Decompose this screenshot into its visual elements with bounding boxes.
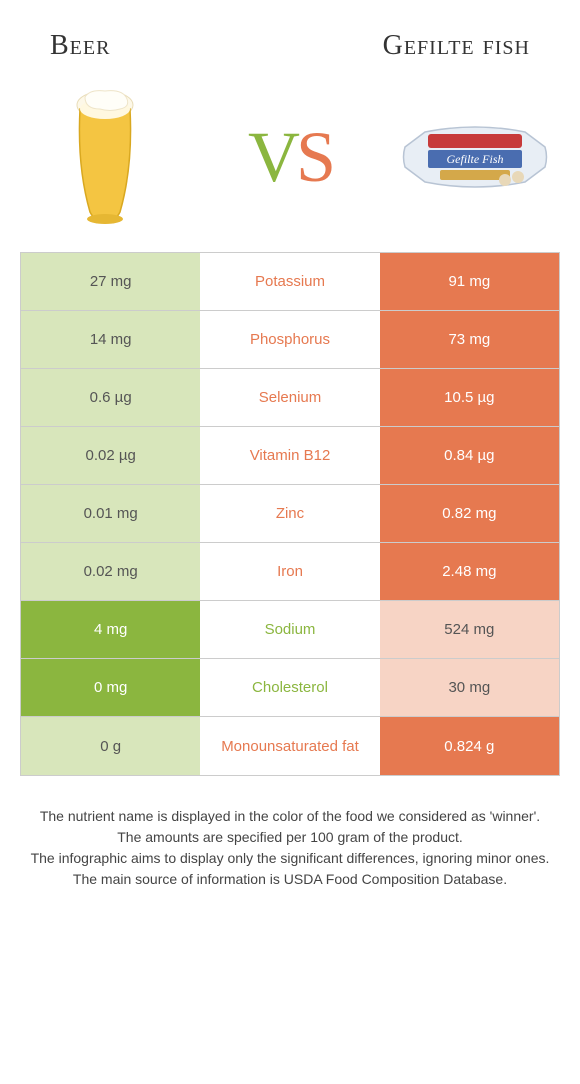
nutrient-name-cell: Selenium bbox=[200, 369, 379, 426]
right-value-cell: 91 mg bbox=[380, 253, 559, 310]
images-row: VS Gefilte Fish bbox=[0, 72, 580, 252]
footer-notes: The nutrient name is displayed in the co… bbox=[20, 806, 560, 890]
left-value-cell: 0 mg bbox=[21, 659, 200, 716]
footer-line-2: The amounts are specified per 100 gram o… bbox=[20, 827, 560, 848]
nutrient-name-cell: Monounsaturated fat bbox=[200, 717, 379, 775]
vs-v: V bbox=[248, 117, 296, 197]
table-row: 14 mgPhosphorus73 mg bbox=[21, 311, 559, 369]
vs-label: VS bbox=[248, 116, 332, 199]
nutrient-name-cell: Phosphorus bbox=[200, 311, 379, 368]
nutrient-name-cell: Vitamin B12 bbox=[200, 427, 379, 484]
right-value-cell: 0.824 g bbox=[380, 717, 559, 775]
package-icon: Gefilte Fish bbox=[400, 112, 550, 202]
table-row: 0 mgCholesterol30 mg bbox=[21, 659, 559, 717]
left-value-cell: 0.02 µg bbox=[21, 427, 200, 484]
table-row: 0.02 µgVitamin B120.84 µg bbox=[21, 427, 559, 485]
right-value-cell: 73 mg bbox=[380, 311, 559, 368]
right-food-title: Gefilte fish bbox=[383, 30, 530, 62]
table-row: 0.01 mgZinc0.82 mg bbox=[21, 485, 559, 543]
vs-s: S bbox=[296, 117, 332, 197]
left-value-cell: 0.01 mg bbox=[21, 485, 200, 542]
footer-line-3: The infographic aims to display only the… bbox=[20, 848, 560, 869]
right-value-cell: 10.5 µg bbox=[380, 369, 559, 426]
footer-line-4: The main source of information is USDA F… bbox=[20, 869, 560, 890]
left-value-cell: 27 mg bbox=[21, 253, 200, 310]
table-row: 4 mgSodium524 mg bbox=[21, 601, 559, 659]
footer-line-1: The nutrient name is displayed in the co… bbox=[20, 806, 560, 827]
table-row: 27 mgPotassium91 mg bbox=[21, 253, 559, 311]
right-value-cell: 0.84 µg bbox=[380, 427, 559, 484]
beer-glass-icon bbox=[55, 87, 155, 227]
table-row: 0 gMonounsaturated fat0.824 g bbox=[21, 717, 559, 775]
right-value-cell: 524 mg bbox=[380, 601, 559, 658]
nutrient-name-cell: Iron bbox=[200, 543, 379, 600]
right-value-cell: 30 mg bbox=[380, 659, 559, 716]
left-value-cell: 0 g bbox=[21, 717, 200, 775]
gefilte-fish-image: Gefilte Fish bbox=[400, 82, 550, 232]
right-value-cell: 2.48 mg bbox=[380, 543, 559, 600]
left-value-cell: 4 mg bbox=[21, 601, 200, 658]
nutrient-name-cell: Cholesterol bbox=[200, 659, 379, 716]
left-value-cell: 0.6 µg bbox=[21, 369, 200, 426]
right-value-cell: 0.82 mg bbox=[380, 485, 559, 542]
beer-image bbox=[30, 82, 180, 232]
nutrient-name-cell: Sodium bbox=[200, 601, 379, 658]
left-value-cell: 0.02 mg bbox=[21, 543, 200, 600]
svg-text:Gefilte Fish: Gefilte Fish bbox=[446, 152, 503, 166]
header-row: Beer Gefilte fish bbox=[0, 0, 580, 72]
nutrient-name-cell: Zinc bbox=[200, 485, 379, 542]
left-value-cell: 14 mg bbox=[21, 311, 200, 368]
table-row: 0.6 µgSelenium10.5 µg bbox=[21, 369, 559, 427]
nutrient-name-cell: Potassium bbox=[200, 253, 379, 310]
nutrient-table: 27 mgPotassium91 mg14 mgPhosphorus73 mg0… bbox=[20, 252, 560, 776]
left-food-title: Beer bbox=[50, 30, 110, 62]
table-row: 0.02 mgIron2.48 mg bbox=[21, 543, 559, 601]
